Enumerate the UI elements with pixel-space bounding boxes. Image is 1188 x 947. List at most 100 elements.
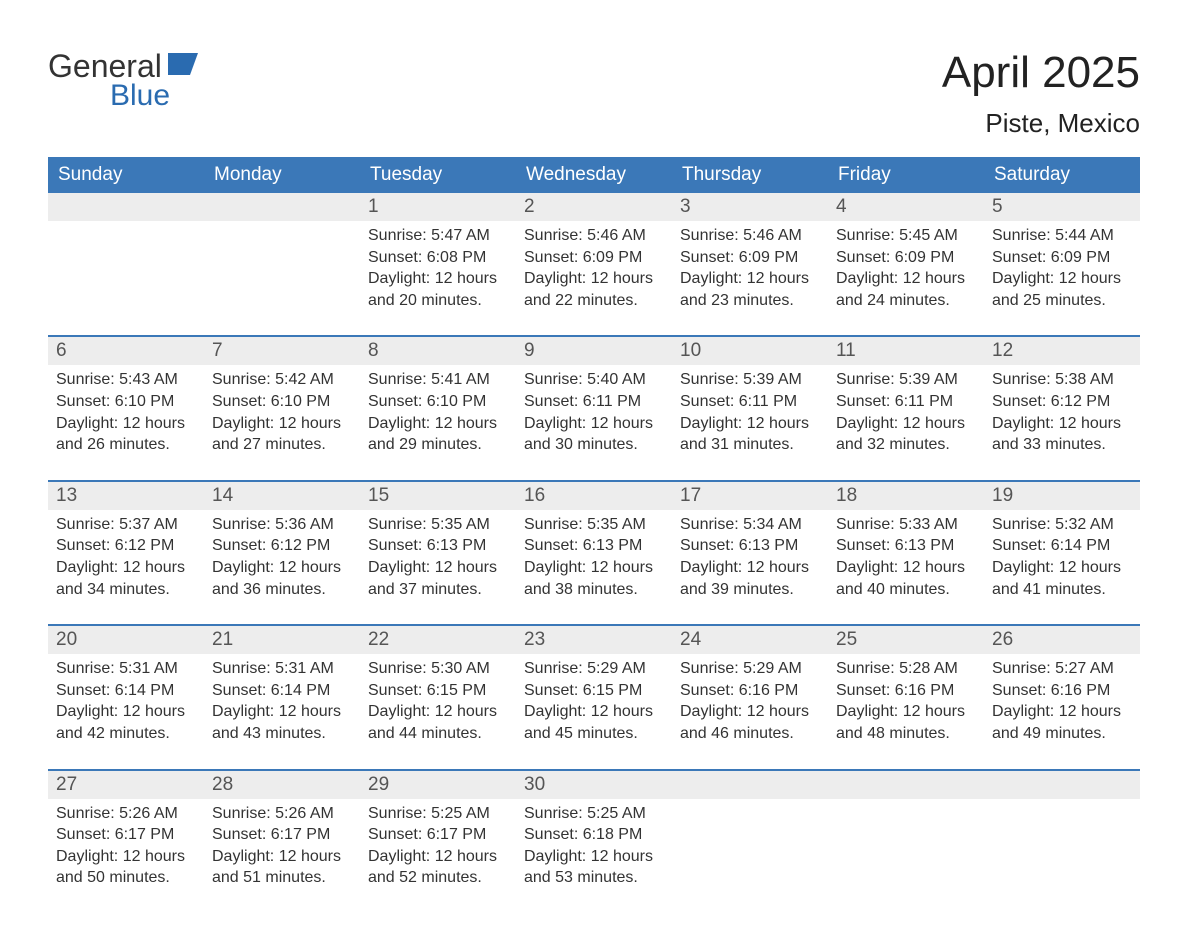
daylight-text-2: and 53 minutes. <box>524 867 664 889</box>
day-body: Sunrise: 5:41 AMSunset: 6:10 PMDaylight:… <box>360 365 516 465</box>
month-title: April 2025 <box>942 48 1140 98</box>
day-body: Sunrise: 5:32 AMSunset: 6:14 PMDaylight:… <box>984 510 1140 610</box>
day-cell: 3Sunrise: 5:46 AMSunset: 6:09 PMDaylight… <box>672 193 828 321</box>
day-cell: 23Sunrise: 5:29 AMSunset: 6:15 PMDayligh… <box>516 626 672 754</box>
sunrise-text: Sunrise: 5:32 AM <box>992 514 1132 536</box>
day-body: Sunrise: 5:25 AMSunset: 6:18 PMDaylight:… <box>516 799 672 899</box>
day-number <box>984 771 1140 799</box>
sunrise-text: Sunrise: 5:26 AM <box>212 803 352 825</box>
day-number: 21 <box>204 626 360 654</box>
daylight-text-2: and 41 minutes. <box>992 579 1132 601</box>
day-cell: 30Sunrise: 5:25 AMSunset: 6:18 PMDayligh… <box>516 771 672 899</box>
day-cell: 25Sunrise: 5:28 AMSunset: 6:16 PMDayligh… <box>828 626 984 754</box>
day-body: Sunrise: 5:34 AMSunset: 6:13 PMDaylight:… <box>672 510 828 610</box>
daylight-text-1: Daylight: 12 hours <box>680 413 820 435</box>
daylight-text-1: Daylight: 12 hours <box>524 846 664 868</box>
daylight-text-2: and 31 minutes. <box>680 434 820 456</box>
day-number <box>828 771 984 799</box>
daylight-text-2: and 34 minutes. <box>56 579 196 601</box>
sunset-text: Sunset: 6:15 PM <box>368 680 508 702</box>
sunset-text: Sunset: 6:16 PM <box>680 680 820 702</box>
day-number: 2 <box>516 193 672 221</box>
daylight-text-2: and 44 minutes. <box>368 723 508 745</box>
daylight-text-1: Daylight: 12 hours <box>524 413 664 435</box>
sunset-text: Sunset: 6:10 PM <box>368 391 508 413</box>
daylight-text-2: and 26 minutes. <box>56 434 196 456</box>
sunrise-text: Sunrise: 5:37 AM <box>56 514 196 536</box>
day-number: 25 <box>828 626 984 654</box>
daylight-text-1: Daylight: 12 hours <box>524 701 664 723</box>
daylight-text-2: and 29 minutes. <box>368 434 508 456</box>
sunset-text: Sunset: 6:13 PM <box>836 535 976 557</box>
daylight-text-2: and 36 minutes. <box>212 579 352 601</box>
sunset-text: Sunset: 6:13 PM <box>524 535 664 557</box>
day-header-monday: Monday <box>204 157 360 193</box>
daylight-text-1: Daylight: 12 hours <box>212 413 352 435</box>
sunset-text: Sunset: 6:11 PM <box>680 391 820 413</box>
title-block: April 2025 Piste, Mexico <box>942 48 1140 139</box>
day-cell: 20Sunrise: 5:31 AMSunset: 6:14 PMDayligh… <box>48 626 204 754</box>
sunset-text: Sunset: 6:09 PM <box>836 247 976 269</box>
sunrise-text: Sunrise: 5:33 AM <box>836 514 976 536</box>
day-cell: 2Sunrise: 5:46 AMSunset: 6:09 PMDaylight… <box>516 193 672 321</box>
day-body: Sunrise: 5:25 AMSunset: 6:17 PMDaylight:… <box>360 799 516 899</box>
sunrise-text: Sunrise: 5:46 AM <box>680 225 820 247</box>
day-number: 18 <box>828 482 984 510</box>
week-row: 1Sunrise: 5:47 AMSunset: 6:08 PMDaylight… <box>48 193 1140 321</box>
daylight-text-1: Daylight: 12 hours <box>992 557 1132 579</box>
daylight-text-1: Daylight: 12 hours <box>680 557 820 579</box>
day-number: 12 <box>984 337 1140 365</box>
day-cell: 9Sunrise: 5:40 AMSunset: 6:11 PMDaylight… <box>516 337 672 465</box>
sunset-text: Sunset: 6:17 PM <box>368 824 508 846</box>
day-body: Sunrise: 5:36 AMSunset: 6:12 PMDaylight:… <box>204 510 360 610</box>
day-number: 7 <box>204 337 360 365</box>
day-header-sunday: Sunday <box>48 157 204 193</box>
day-header-friday: Friday <box>828 157 984 193</box>
day-cell: 10Sunrise: 5:39 AMSunset: 6:11 PMDayligh… <box>672 337 828 465</box>
day-cell: 14Sunrise: 5:36 AMSunset: 6:12 PMDayligh… <box>204 482 360 610</box>
day-cell: 7Sunrise: 5:42 AMSunset: 6:10 PMDaylight… <box>204 337 360 465</box>
day-number <box>672 771 828 799</box>
daylight-text-2: and 50 minutes. <box>56 867 196 889</box>
sunset-text: Sunset: 6:13 PM <box>680 535 820 557</box>
day-cell: 5Sunrise: 5:44 AMSunset: 6:09 PMDaylight… <box>984 193 1140 321</box>
sunrise-text: Sunrise: 5:26 AM <box>56 803 196 825</box>
daylight-text-1: Daylight: 12 hours <box>836 413 976 435</box>
day-body: Sunrise: 5:31 AMSunset: 6:14 PMDaylight:… <box>204 654 360 754</box>
day-cell <box>48 193 204 321</box>
sunrise-text: Sunrise: 5:40 AM <box>524 369 664 391</box>
daylight-text-2: and 51 minutes. <box>212 867 352 889</box>
day-number: 24 <box>672 626 828 654</box>
day-body: Sunrise: 5:35 AMSunset: 6:13 PMDaylight:… <box>360 510 516 610</box>
day-body: Sunrise: 5:26 AMSunset: 6:17 PMDaylight:… <box>48 799 204 899</box>
header: General Blue April 2025 Piste, Mexico <box>48 48 1140 139</box>
day-cell: 21Sunrise: 5:31 AMSunset: 6:14 PMDayligh… <box>204 626 360 754</box>
day-body: Sunrise: 5:45 AMSunset: 6:09 PMDaylight:… <box>828 221 984 321</box>
sunrise-text: Sunrise: 5:36 AM <box>212 514 352 536</box>
day-cell: 1Sunrise: 5:47 AMSunset: 6:08 PMDaylight… <box>360 193 516 321</box>
day-body: Sunrise: 5:40 AMSunset: 6:11 PMDaylight:… <box>516 365 672 465</box>
daylight-text-1: Daylight: 12 hours <box>836 268 976 290</box>
day-cell: 29Sunrise: 5:25 AMSunset: 6:17 PMDayligh… <box>360 771 516 899</box>
daylight-text-1: Daylight: 12 hours <box>368 846 508 868</box>
day-number: 3 <box>672 193 828 221</box>
sunset-text: Sunset: 6:11 PM <box>524 391 664 413</box>
sunrise-text: Sunrise: 5:31 AM <box>212 658 352 680</box>
day-number: 10 <box>672 337 828 365</box>
sunset-text: Sunset: 6:12 PM <box>212 535 352 557</box>
day-body: Sunrise: 5:29 AMSunset: 6:16 PMDaylight:… <box>672 654 828 754</box>
daylight-text-2: and 39 minutes. <box>680 579 820 601</box>
day-body: Sunrise: 5:47 AMSunset: 6:08 PMDaylight:… <box>360 221 516 321</box>
daylight-text-2: and 30 minutes. <box>524 434 664 456</box>
daylight-text-1: Daylight: 12 hours <box>56 557 196 579</box>
day-number: 14 <box>204 482 360 510</box>
daylight-text-2: and 52 minutes. <box>368 867 508 889</box>
day-number: 20 <box>48 626 204 654</box>
sunrise-text: Sunrise: 5:39 AM <box>836 369 976 391</box>
sunset-text: Sunset: 6:10 PM <box>56 391 196 413</box>
day-cell <box>984 771 1140 899</box>
day-header-saturday: Saturday <box>984 157 1140 193</box>
daylight-text-1: Daylight: 12 hours <box>212 846 352 868</box>
daylight-text-2: and 33 minutes. <box>992 434 1132 456</box>
day-cell: 16Sunrise: 5:35 AMSunset: 6:13 PMDayligh… <box>516 482 672 610</box>
